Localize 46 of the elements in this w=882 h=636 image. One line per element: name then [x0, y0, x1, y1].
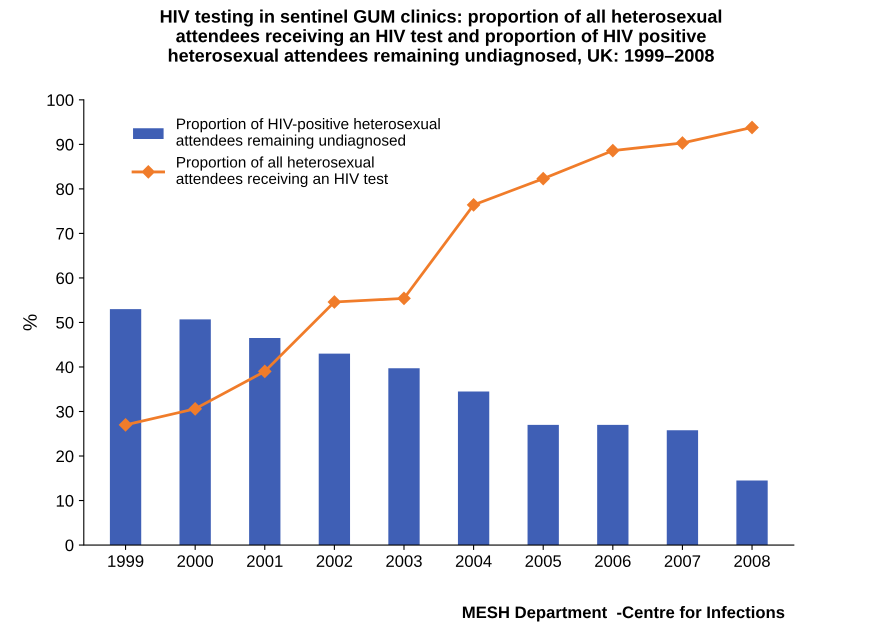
- bar: [597, 424, 628, 546]
- text: MESH Department -Centre for Infections: [462, 606, 784, 622]
- point: [536, 172, 550, 186]
- y-tick-label: 20: [56, 450, 74, 462]
- bar: [528, 424, 559, 546]
- point: [606, 144, 620, 158]
- y-tick-label: 100: [48, 94, 74, 106]
- y-tick-label: 0: [65, 539, 74, 552]
- y-tick-label: 10: [56, 494, 74, 507]
- bar: [180, 319, 211, 546]
- x-tick-label: 2001: [247, 555, 282, 568]
- bar: [110, 309, 142, 546]
- point: [258, 364, 272, 378]
- chart-title: HIV testing in sentinel GUM clinics: proportion of all heterosexual attendees receiving an HIV test and proportion of HIV positive heterosexual attendees remaining undiagnosed, UK: 1999–2008: [160, 10, 722, 66]
- legend-label: Proportion of HIV-positive heterosexual attendees remaining undiagnosed: [176, 118, 440, 149]
- y-tick-label: 80: [56, 183, 74, 196]
- x-tick-label: 1999: [108, 555, 144, 568]
- point: [397, 292, 411, 305]
- y-tick-label: 60: [56, 272, 74, 284]
- point: [188, 402, 202, 416]
- point: [467, 198, 480, 212]
- bar: [666, 430, 698, 546]
- x-tick-label: 2005: [526, 555, 562, 568]
- x-tick-label: 2004: [456, 555, 492, 568]
- bar: [249, 338, 280, 546]
- y-tick-label: 50: [56, 316, 74, 329]
- point: [328, 295, 341, 309]
- bar: [388, 368, 420, 546]
- x-tick-label: 2007: [664, 555, 700, 568]
- bar: [736, 480, 768, 546]
- bar: [318, 354, 350, 546]
- point: [118, 418, 132, 432]
- x-tick-label: 2003: [386, 555, 422, 568]
- x-tick-label: 2002: [316, 555, 352, 568]
- point: [745, 120, 759, 134]
- point: [676, 136, 690, 150]
- x-tick-label: 2000: [177, 555, 214, 568]
- x-tick-label: 2006: [595, 555, 631, 568]
- y-axis-title: %: [23, 314, 37, 330]
- legend-label: Proportion of all heterosexual attendees receiving an HIV test: [176, 156, 388, 188]
- x-tick-label: 2008: [734, 555, 770, 568]
- y-tick-label: 90: [56, 138, 74, 151]
- bar: [458, 391, 490, 546]
- y-tick-label: 70: [56, 228, 74, 240]
- y-tick-label: 40: [56, 361, 74, 374]
- y-tick-label: 30: [56, 406, 74, 418]
